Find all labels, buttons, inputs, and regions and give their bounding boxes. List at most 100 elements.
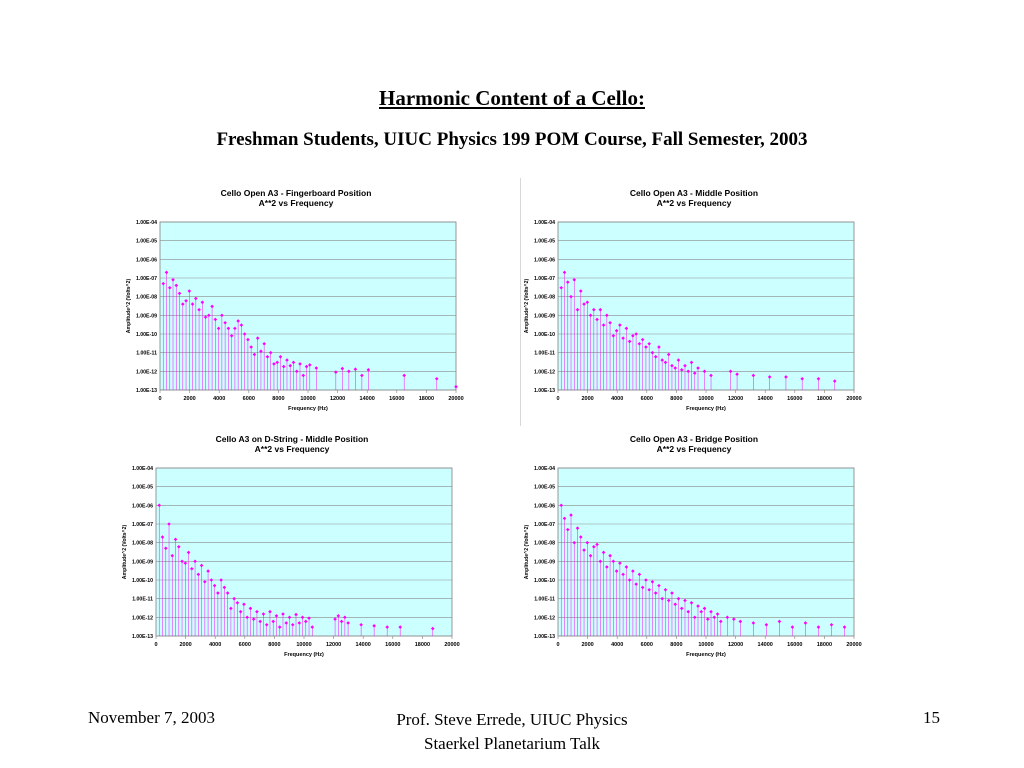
x-tick-label: 6000	[641, 396, 653, 402]
data-point	[242, 332, 247, 336]
data-point	[631, 334, 635, 338]
x-tick-label: 8000	[670, 396, 682, 402]
data-point	[803, 621, 808, 625]
data-point	[272, 362, 276, 366]
data-point	[262, 341, 266, 346]
data-point	[715, 612, 720, 616]
data-point	[174, 283, 179, 288]
y-tick-label: 1.00E-12	[132, 615, 153, 621]
data-point	[229, 334, 234, 338]
x-tick-label: 6000	[243, 396, 255, 402]
y-tick-label: 1.00E-05	[534, 239, 555, 245]
data-point	[784, 375, 788, 379]
data-point	[751, 621, 756, 625]
y-tick-label: 1.00E-13	[534, 634, 555, 640]
data-point	[611, 334, 616, 338]
data-point	[278, 355, 283, 359]
y-tick-label: 1.00E-08	[136, 295, 157, 301]
data-point	[203, 580, 207, 584]
x-tick-label: 6000	[239, 642, 251, 648]
x-tick-label: 18000	[817, 642, 832, 648]
data-point	[608, 320, 612, 325]
data-point	[657, 583, 661, 588]
data-point	[248, 606, 253, 611]
y-axis-label: Amplitude^2 (Volts^2)	[126, 279, 132, 334]
data-point	[268, 350, 273, 355]
data-point	[595, 542, 599, 547]
chart-subtitle: A**2 vs Frequency	[657, 444, 732, 454]
data-point	[196, 572, 201, 577]
y-tick-label: 1.00E-07	[534, 522, 555, 528]
data-point	[200, 300, 205, 305]
slide-title: Harmonic Content of a Cello:	[379, 86, 645, 110]
data-point	[624, 326, 629, 331]
y-tick-label: 1.00E-12	[534, 369, 555, 375]
data-point	[705, 617, 710, 621]
data-point	[582, 302, 586, 306]
data-point	[614, 328, 619, 333]
data-point	[297, 621, 302, 625]
data-point	[213, 317, 218, 322]
data-point	[203, 315, 208, 319]
data-point	[582, 548, 586, 552]
data-point	[314, 366, 319, 370]
x-tick-label: 20000	[448, 396, 463, 402]
y-axis-label: Amplitude^2 (Volts^2)	[524, 279, 530, 334]
y-tick-label: 1.00E-05	[534, 485, 555, 491]
data-point	[207, 313, 211, 318]
y-tick-label: 1.00E-08	[534, 295, 555, 301]
y-tick-label: 1.00E-07	[534, 276, 555, 282]
y-tick-label: 1.00E-04	[534, 220, 555, 226]
data-point	[816, 376, 821, 381]
x-tick-label: 20000	[444, 642, 459, 648]
data-point	[634, 582, 638, 586]
data-point	[660, 596, 664, 601]
data-point	[627, 578, 632, 582]
data-point	[199, 563, 204, 568]
data-point	[559, 503, 564, 508]
data-point	[670, 591, 674, 595]
data-point	[585, 300, 590, 305]
chart-svg: Cello Open A3 - Fingerboard PositionA**2…	[126, 188, 464, 412]
data-point	[735, 372, 739, 377]
data-point	[650, 580, 655, 584]
y-tick-label: 1.00E-05	[132, 485, 153, 491]
data-point	[277, 625, 282, 629]
x-tick-label: 8000	[670, 642, 682, 648]
data-point	[565, 280, 570, 284]
x-tick-label: 2000	[183, 396, 195, 402]
data-point	[229, 606, 233, 611]
data-point	[673, 366, 678, 370]
data-point	[653, 591, 658, 595]
data-point	[274, 614, 279, 618]
x-tick-label: 4000	[209, 642, 221, 648]
data-point	[301, 373, 306, 378]
x-tick-label: 4000	[611, 642, 623, 648]
data-point	[559, 285, 564, 290]
y-tick-label: 1.00E-09	[132, 559, 153, 565]
data-point	[699, 609, 704, 614]
data-point	[605, 565, 609, 569]
x-tick-label: 14000	[758, 642, 773, 648]
data-point	[679, 368, 684, 372]
y-tick-label: 1.00E-11	[534, 597, 555, 603]
chart-title: Cello Open A3 - Middle Position	[630, 188, 758, 198]
x-tick-label: 8000	[268, 642, 280, 648]
y-tick-label: 1.00E-04	[136, 220, 157, 226]
data-point	[300, 615, 305, 620]
chart-d-string-middle-position: Cello A3 on D-String - Middle Position A*…	[118, 428, 468, 668]
y-tick-label: 1.00E-04	[534, 466, 555, 472]
data-point	[569, 294, 573, 299]
data-point	[627, 339, 632, 344]
data-point	[261, 612, 266, 616]
chart-subtitle: A**2 vs Frequency	[259, 198, 334, 208]
data-point	[271, 619, 276, 624]
data-point	[291, 360, 296, 365]
y-tick-label: 1.00E-07	[132, 522, 153, 528]
data-point	[265, 355, 270, 359]
data-point	[683, 598, 687, 603]
data-point	[176, 545, 181, 549]
y-tick-label: 1.00E-06	[136, 257, 157, 263]
data-point	[592, 545, 596, 549]
data-point	[336, 614, 341, 618]
